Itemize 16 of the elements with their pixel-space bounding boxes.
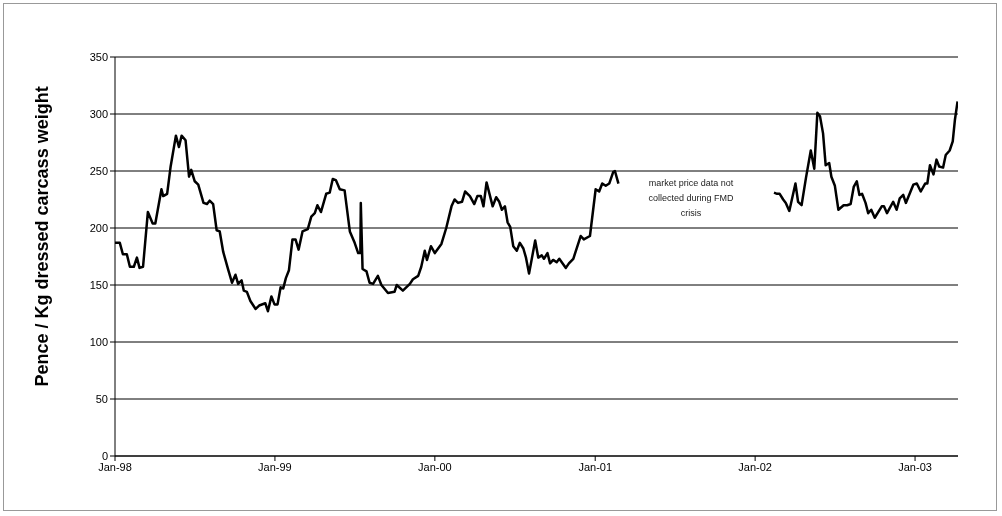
- x-tick-label: Jan-02: [738, 460, 772, 473]
- y-tick-label: 0: [101, 449, 108, 462]
- y-tick-label: 300: [89, 107, 108, 120]
- x-tick-label: Jan-01: [578, 460, 613, 473]
- y-tick-label: 50: [95, 392, 108, 405]
- x-tick-label: Jan-98: [98, 460, 132, 473]
- x-tick-label: Jan-03: [898, 460, 932, 473]
- annotation: market price data not collected during FMD crisis: [647, 177, 735, 220]
- y-axis-title: Pence / Kg dressed carcass weight: [32, 86, 53, 387]
- y-tick-label: 100: [89, 335, 108, 348]
- y-tick-label: 150: [89, 278, 108, 291]
- x-tick-label: Jan-00: [418, 460, 452, 473]
- y-tick-label: 200: [89, 221, 108, 234]
- y-tick-label: 350: [89, 50, 108, 63]
- y-tick-label: 250: [89, 164, 108, 177]
- x-tick-label: Jan-99: [258, 460, 292, 473]
